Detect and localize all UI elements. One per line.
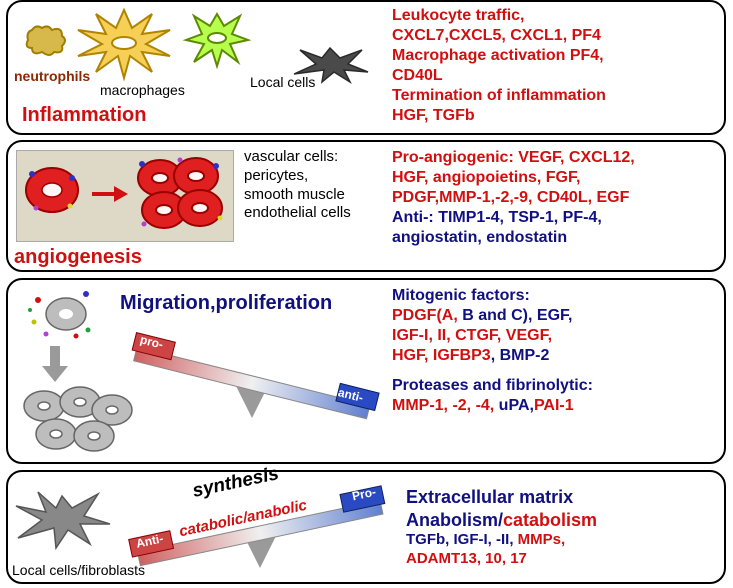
mit-h: Mitogenic factors: (392, 286, 722, 306)
infl-line2: CXCL7,CXCL5, CXCL1, PF4 (392, 26, 722, 46)
ecm-l3: TGFb, IGF-I, -II, MMPs, (406, 531, 722, 550)
ecm-l4: ADAMT13, 10, 17 (406, 550, 722, 569)
inflammation-title: Inflammation (22, 104, 146, 127)
mit-l3: HGF, IGFBP3, BMP-2 (392, 346, 722, 366)
local-cell-icon (184, 10, 250, 68)
spacer (392, 366, 722, 376)
vascular-text: vascular cells: pericytes, smooth muscle… (244, 148, 351, 223)
down-arrow-icon (40, 344, 70, 384)
infl-line5: Termination of inflammation (392, 86, 722, 106)
prot-l1c: PAI-1 (534, 397, 574, 414)
angio-l4: Anti-: TIMP1-4, TSP-1, PF-4, (392, 208, 726, 228)
mit-l3a: HGF, IGFBP3 (392, 347, 491, 364)
neutrophil-icon (22, 22, 68, 58)
activated-cell-icon (26, 286, 96, 340)
localcells-label: Local cells (250, 74, 315, 90)
angio-l5: angiostatin, endostatin (392, 228, 726, 248)
arrow-icon (90, 182, 130, 206)
fibro-cluster-icon (16, 384, 136, 458)
ecm-l1: Extracellular matrix (406, 486, 722, 509)
angio-l2: HGF, angiopoietins, FGF, (392, 168, 726, 188)
mit-l1: PDGF(A, B and C), EGF, (392, 306, 722, 326)
mit-l3b: , BMP-2 (491, 347, 550, 364)
seesaw1-icon (122, 318, 382, 428)
prot-l1a: MMP-1, -2, -4, (392, 397, 494, 414)
infl-line1: Leukocyte traffic, (392, 6, 722, 26)
fibroblast-star-icon (12, 490, 112, 550)
inflammation-text: Leukocyte traffic, CXCL7,CXCL5, CXCL1, P… (392, 6, 722, 126)
angio-text: Pro-angiogenic: VEGF, CXCL12, HGF, angio… (392, 148, 726, 248)
mit-l1a: PDGF(A, (392, 307, 458, 324)
prot-l1b: uPA, (494, 397, 534, 414)
angio-l1: Pro-angiogenic: VEGF, CXCL12, (392, 148, 726, 168)
macrophages-label: macrophages (100, 82, 185, 98)
infl-line3: Macrophage activation PF4, (392, 46, 722, 66)
ecm-l2a: Anabolism/ (406, 510, 503, 530)
infl-line4: CD40L (392, 66, 722, 86)
rbc-cluster-icon (132, 154, 232, 236)
mitogenic-text: Mitogenic factors: PDGF(A, B and C), EGF… (392, 286, 722, 416)
angiogenesis-title: angiogenesis (14, 246, 142, 269)
ecm-l2: Anabolism/catabolism (406, 509, 722, 532)
ecm-text: Extracellular matrix Anabolism/catabolis… (406, 486, 722, 569)
rbc-single-icon (22, 164, 82, 216)
prot-l1: MMP-1, -2, -4, uPA,PAI-1 (392, 396, 722, 416)
angio-l3: PDGF,MMP-1,-2,-9, CD40L, EGF (392, 188, 726, 208)
prot-h: Proteases and fibrinolytic: (392, 376, 722, 396)
ecm-l3a: TGFb, IGF-I, -II, (406, 531, 513, 548)
neutrophils-label: neutrophils (14, 68, 90, 84)
mit-l2: IGF-I, II, CTGF, VEGF, (392, 326, 722, 346)
mit-l1b: B and C), EGF, (458, 307, 573, 324)
ecm-l2b: catabolism (503, 510, 597, 530)
ecm-l3b: MMPs, (513, 531, 565, 548)
infl-line6: HGF, TGFb (392, 106, 722, 126)
migration-title: Migration,proliferation (120, 292, 332, 315)
